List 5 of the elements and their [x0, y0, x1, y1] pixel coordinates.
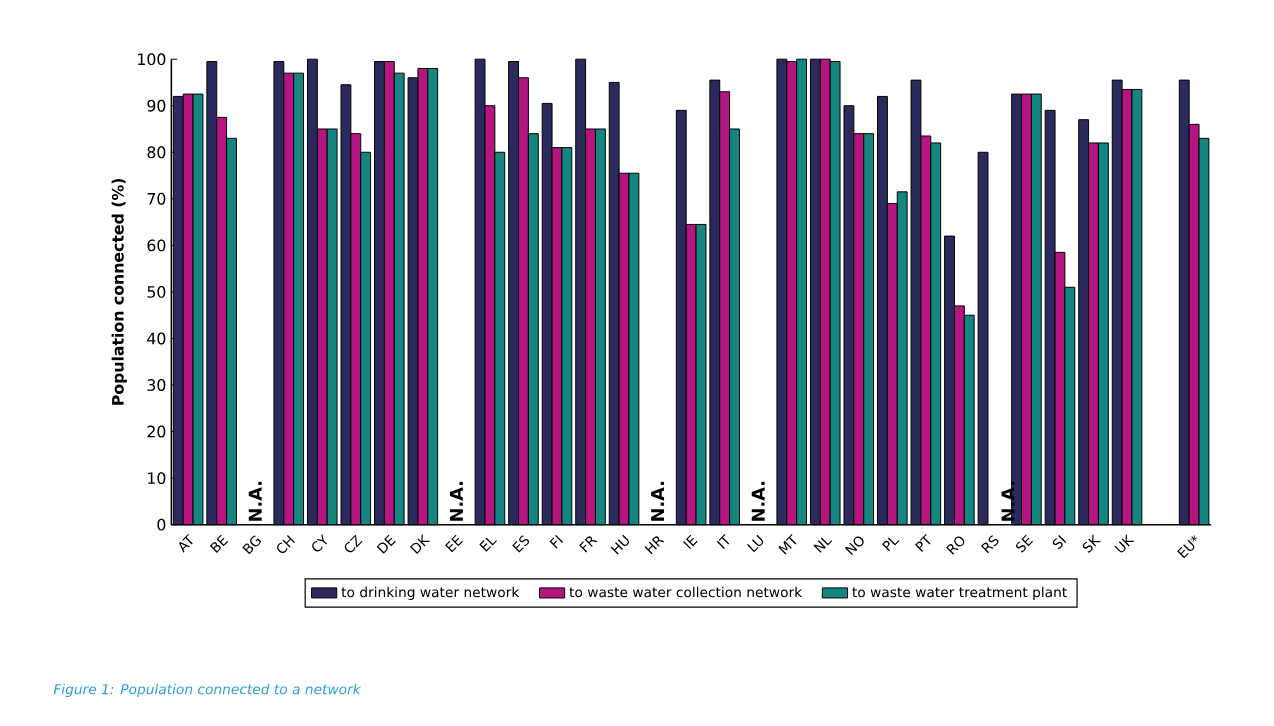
- annotation: N.A.: [751, 481, 765, 521]
- annotation: N.A.: [1001, 481, 1015, 521]
- annotation: N.A.: [651, 481, 665, 521]
- annotation: N.A.: [449, 481, 463, 521]
- annotation: N.A.: [248, 481, 262, 521]
